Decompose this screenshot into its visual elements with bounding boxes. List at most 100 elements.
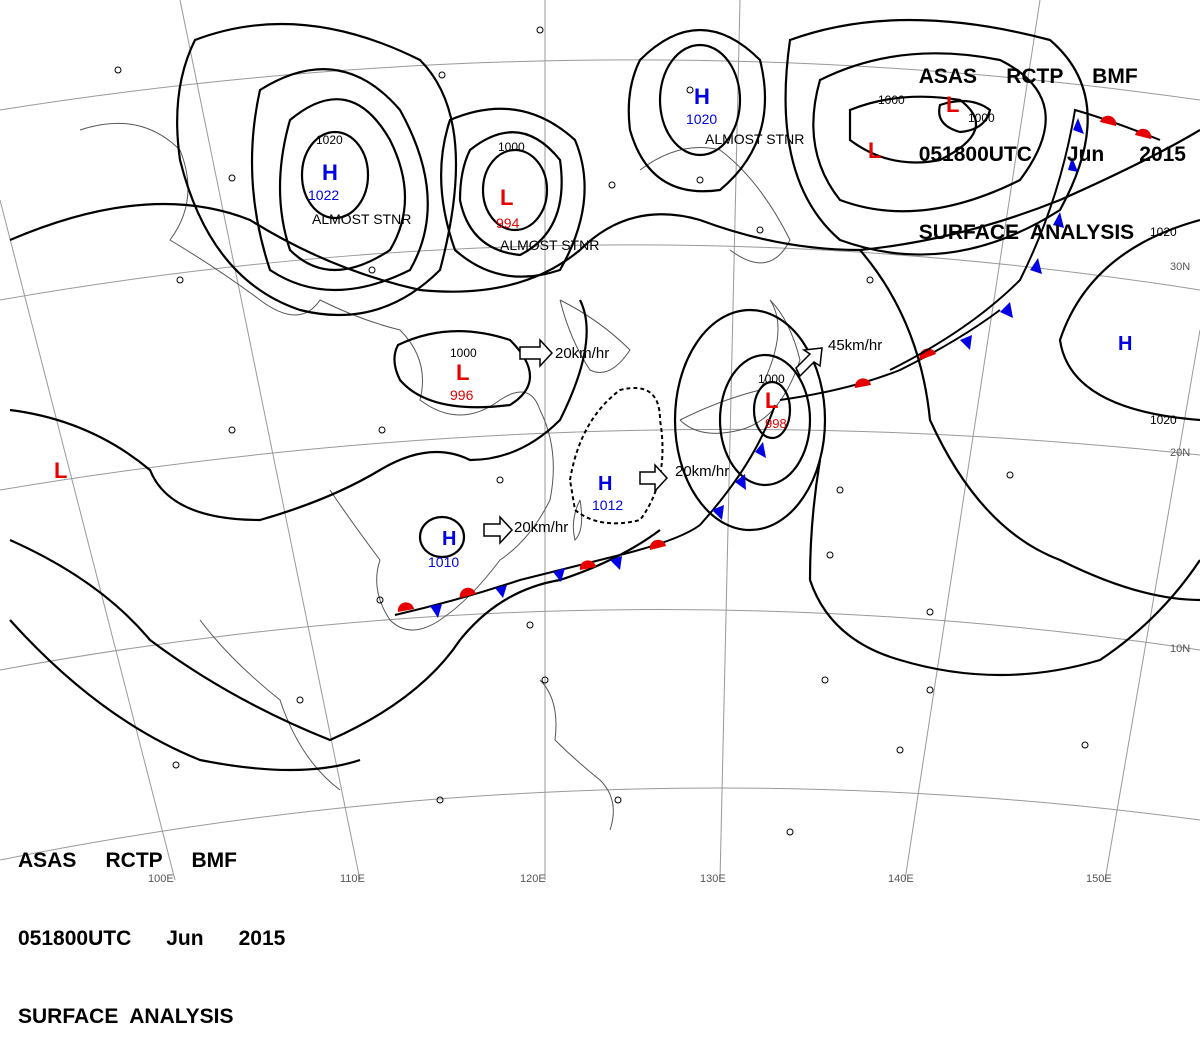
station-icon [296,696,304,704]
coast-north [79,122,541,416]
isobar-low-ne-outer2 [784,18,1089,256]
high-marker-label: H [694,84,710,109]
station-icon [1081,741,1089,749]
isobar-high-a-outer1 [278,98,406,271]
lon-label: 150E [1086,873,1112,885]
front-cold-japan [699,404,776,526]
isobars [9,18,1200,772]
station-icon [496,476,504,484]
isobar-long-north [9,129,1200,293]
low-pressure-value: 996 [450,387,474,403]
lon-label: 100E [148,873,174,885]
station-icon [756,226,764,234]
isobar-high-a-outer3 [176,22,458,317]
header-product-line: ASAS RCTP BMF [918,65,1138,88]
lat-line-20n [0,428,1200,491]
cold-front-symbol [430,604,442,618]
station-icon [926,686,934,694]
station-icon [376,596,384,604]
header-product-line: ASAS RCTP BMF [18,849,237,872]
warm-front-symbol [1100,115,1117,126]
motion-arrow-icon [639,463,669,493]
station-icon [378,426,386,434]
front-cold-northeast [889,108,1161,371]
cold-front-line [699,404,776,526]
high-pressure-value: 1020 [686,111,717,127]
low-marker-label: L [868,138,881,163]
cold-front-symbol [1053,212,1064,228]
low-marker-label: L [765,388,778,413]
surface-analysis-map: 20km/hr 20km/hr 20km/hr 45km/hr H 1022 A… [0,0,1200,1028]
warm-front-symbol [579,560,596,570]
isobar-high-1010 [418,515,466,559]
cold-front-symbol [755,442,766,458]
isobar-low-japan-outer2 [673,308,827,532]
cold-front-symbol [610,556,622,570]
lat-label: 20N [1170,447,1190,459]
cold-front-symbol [735,474,746,490]
high-marker-label: H [322,160,338,185]
cold-front-symbol [553,568,565,582]
station-icon [866,276,874,284]
lon-line-110e [179,0,361,881]
motion-labels: 20km/hr 20km/hr 20km/hr 45km/hr [514,337,882,536]
cold-front-symbol [712,505,724,520]
front-stationary-line [394,524,701,616]
station-icon [1006,471,1014,479]
isobar-1020-high-b [658,43,742,157]
high-pressure-value: 1010 [428,554,459,570]
station-icon [541,676,549,684]
station-icon [696,176,704,184]
station-icon [228,174,236,182]
motion-label: 20km/hr [555,345,609,362]
low-marker-label: L [500,185,513,210]
motion-label: 20km/hr [675,463,729,480]
station-icon [926,608,934,616]
isobar-low-ne-inner [938,99,992,134]
header-datetime-line: 051800UTC Jun 2015 [918,143,1186,166]
station-icon [826,551,834,559]
coast-philippines [539,679,614,831]
isobar-labels: 1020 1000 1000 1000 1000 1000 1020 1020 [316,93,1177,427]
isobar-1000-low-994 [458,131,563,257]
cold-front-symbol [1000,302,1013,318]
lon-label: 120E [520,873,546,885]
front-stationary [394,524,701,618]
motion-arrow-icon [519,338,554,368]
station-icon [896,746,904,754]
motion-label: 20km/hr [514,519,568,536]
lat-label: 30N [1170,261,1190,273]
isobar-label: 1000 [498,140,525,154]
isobar-label: 1020 [1150,225,1177,239]
chart-header-bottom-left: ASAS RCTP BMF 051800UTC Jun 2015 SURFACE… [18,796,285,1056]
low-pressure-value: 998 [765,416,787,431]
isobar-far-south [9,619,361,772]
high-pressure-value: 1012 [592,497,623,513]
isobar-label: 1020 [1150,413,1177,427]
warm-front-symbol [649,539,666,550]
station-icon [228,426,236,434]
station-icon [786,828,794,836]
lat-line-0 [0,787,1200,861]
warm-front-symbol [854,378,871,388]
warm-front-line [779,309,1001,401]
lat-labels: 30N 20N 10N [1170,261,1190,655]
lon-label: 110E [340,873,365,885]
station-icon [176,276,184,284]
lat-line-40n [0,59,1200,111]
high-pressure-value: 1022 [308,187,339,203]
station-icon [368,266,376,274]
latitude-lines [0,59,1200,861]
station-icon [172,761,180,769]
weather-chart: 20km/hr 20km/hr 20km/hr 45km/hr H 1022 A… [0,0,1200,885]
station-icon [836,486,844,494]
cold-front-symbol [1030,258,1042,274]
isobar-1020-east [1058,218,1200,422]
header-title-line: SURFACE ANALYSIS [918,221,1135,244]
station-icon [686,86,694,94]
isobar-low-japan-outer [718,353,812,487]
high-marker-label: H [442,528,456,550]
isobar-long-central [9,299,588,522]
isobar-1000-low-japan [752,380,792,440]
isobar-1000-low-ne [848,95,978,164]
